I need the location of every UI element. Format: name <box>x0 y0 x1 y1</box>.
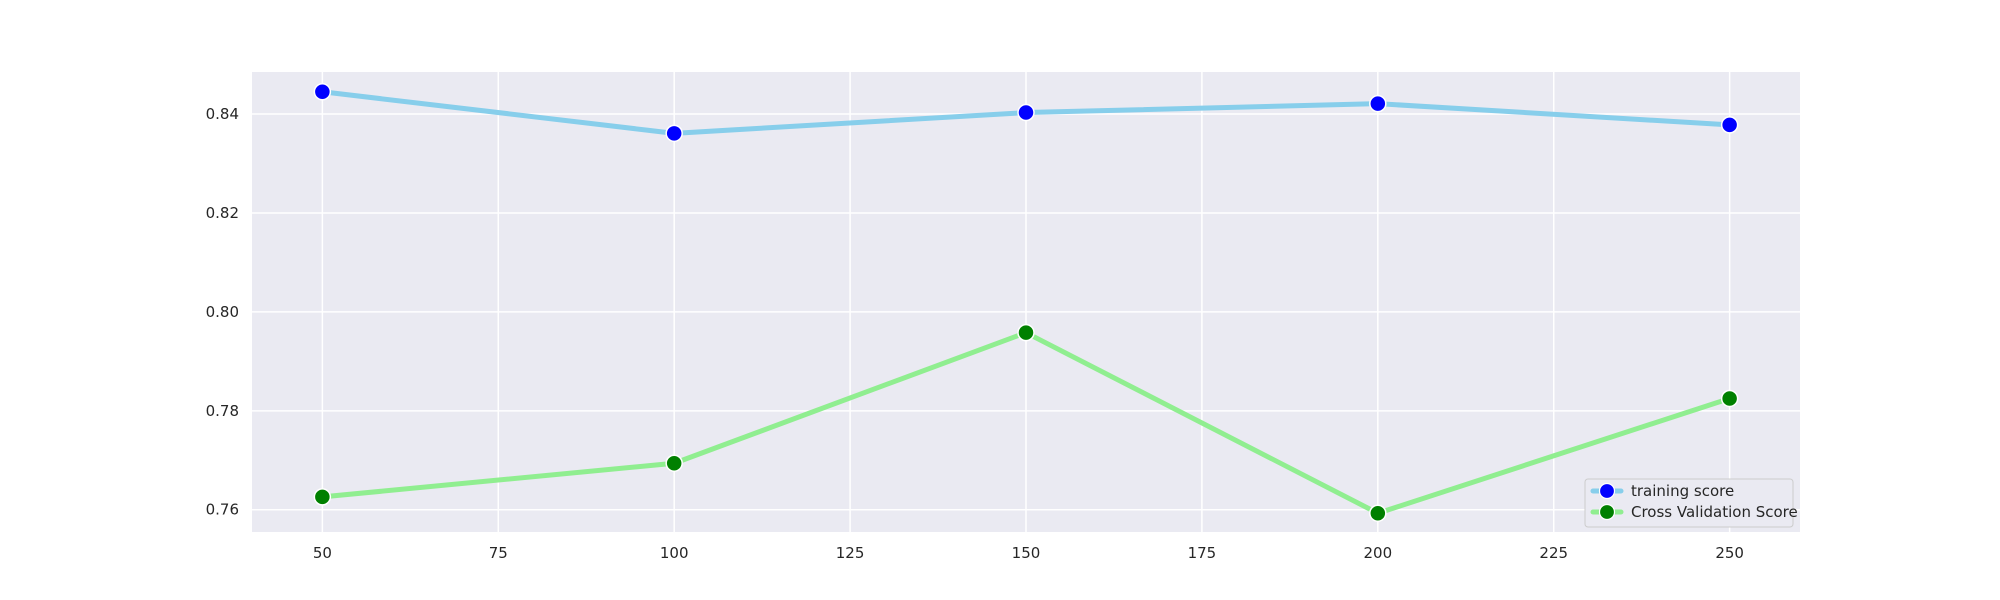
data-point <box>1720 116 1739 134</box>
series-0 <box>313 83 1739 143</box>
data-point <box>1720 389 1739 408</box>
legend-label: Cross Validation Score <box>1631 503 1798 521</box>
x-tick-label: 175 <box>1188 544 1217 562</box>
data-point <box>1017 103 1035 122</box>
legend-marker-swatch <box>1598 482 1616 500</box>
x-tick-label: 225 <box>1539 544 1568 562</box>
x-tick-label: 75 <box>489 544 508 562</box>
y-tick-label: 0.82 <box>206 204 239 222</box>
data-point <box>1369 504 1387 522</box>
y-tick-label: 0.84 <box>206 105 239 123</box>
x-axis-ticks: 50 75 100 125 150 175 200 225 250 <box>313 544 1744 562</box>
series-layer <box>313 83 1739 522</box>
legend-box <box>1584 478 1794 528</box>
y-tick-label: 0.76 <box>206 501 239 519</box>
data-point <box>665 454 683 472</box>
data-point <box>1369 94 1387 113</box>
x-tick-label: 100 <box>660 544 689 562</box>
legend-label: training score <box>1631 482 1734 500</box>
legend: training score Cross Validation Score <box>1584 478 1798 528</box>
y-tick-label: 0.80 <box>206 303 239 321</box>
data-point <box>1017 323 1035 342</box>
x-tick-label: 50 <box>313 544 332 562</box>
y-axis-ticks: 0.76 0.78 0.80 0.82 0.84 <box>206 105 239 519</box>
x-tick-label: 150 <box>1012 544 1041 562</box>
y-tick-label: 0.78 <box>206 402 239 420</box>
x-tick-label: 200 <box>1363 544 1392 562</box>
x-tick-label: 250 <box>1715 544 1744 562</box>
data-point <box>665 124 683 143</box>
series-1 <box>313 323 1739 522</box>
data-point <box>313 83 332 101</box>
x-tick-label: 125 <box>836 544 865 562</box>
legend-marker-swatch <box>1598 503 1616 521</box>
data-point <box>313 488 332 506</box>
